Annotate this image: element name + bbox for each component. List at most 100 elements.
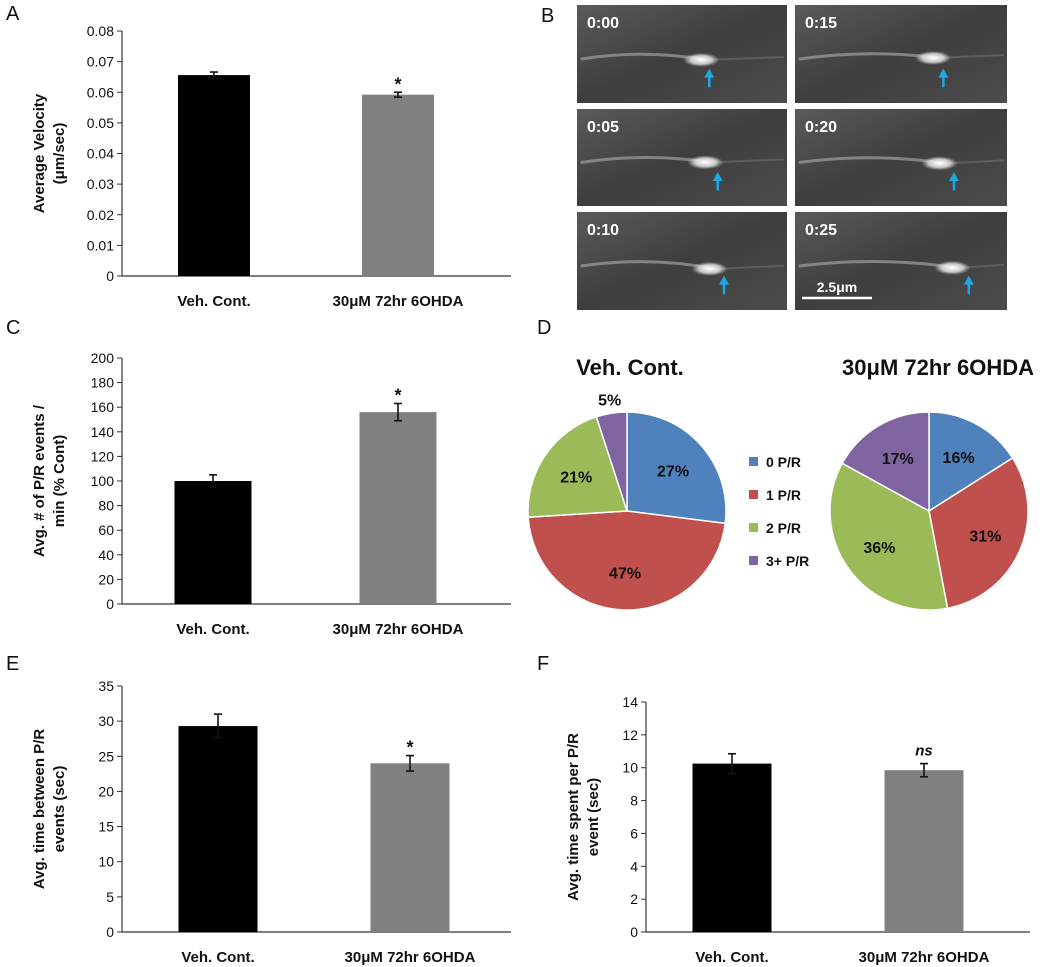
fluorescent-puncta — [683, 52, 720, 67]
scale-bar-label: 2.5μm — [817, 279, 857, 295]
pie-slice-label: 17% — [882, 451, 914, 468]
bar-chart-time-per-event: 0 2 4 6 8 10 12 14 Avg. time spent per P/R event … — [565, 694, 1030, 966]
bar — [884, 770, 964, 932]
pie-slice — [928, 411, 1014, 513]
y-axis-label: events (sec) — [51, 766, 68, 853]
y-tick-label: 40 — [98, 547, 114, 563]
legend-swatch — [749, 556, 758, 565]
legend-swatch — [749, 523, 758, 532]
pie-slice-label: 27% — [657, 463, 689, 480]
y-tick-label: 0 — [630, 924, 638, 940]
microscopy-panel: 0:00 0:15 0:05 0:20 0:10 0:25 2.5μm — [577, 5, 1007, 310]
time-label: 0:20 — [805, 119, 837, 136]
y-tick-label: 6 — [630, 825, 638, 841]
y-tick-label: 12 — [622, 727, 638, 743]
arrow-head — [949, 171, 959, 181]
pie-slice-label: 47% — [609, 565, 641, 582]
x-category-label: Veh. Cont. — [181, 949, 254, 966]
y-tick-label: 30 — [98, 713, 114, 729]
pie-slice — [527, 510, 727, 611]
pie-title: Veh. Cont. — [576, 355, 684, 380]
panel-label-c: C — [6, 317, 20, 339]
blue-arrow-icon — [963, 275, 974, 295]
y-tick-label: 0 — [106, 924, 114, 940]
pie-slice-label: 31% — [969, 528, 1001, 545]
x-category-label: 30μM 72hr 6OHDA — [859, 949, 990, 966]
legend-swatch — [749, 490, 758, 499]
microscopy-frame: 0:05 — [577, 109, 787, 206]
time-label: 0:10 — [587, 222, 619, 239]
legend-label: 2 P/R — [766, 520, 801, 536]
pie-slice — [626, 411, 727, 525]
bar-chart-pr-events-per-min: 0 20 40 60 80 100 120 140 160 180 200 Avg. # of P/R… — [31, 350, 511, 638]
bar — [178, 75, 250, 276]
y-axis-label: min (% Cont) — [51, 435, 68, 527]
scale-bar: 2.5μm — [802, 279, 872, 300]
frame-background — [577, 212, 787, 310]
fluorescent-puncta — [687, 155, 724, 170]
y-tick-label: 0.04 — [87, 146, 114, 162]
time-label: 0:25 — [805, 222, 837, 239]
microscopy-frame: 0:10 — [577, 212, 787, 310]
y-tick-label: 0.08 — [87, 23, 114, 39]
blue-arrow-icon — [712, 171, 723, 191]
bar — [692, 763, 772, 932]
significance-marker: * — [394, 386, 401, 406]
bar-chart-time-between-events: 0 5 10 15 20 25 30 35 Avg. time between P/R event… — [31, 678, 511, 966]
panel-label-d: D — [537, 317, 551, 339]
y-tick-label: 14 — [622, 694, 638, 710]
pie-slice — [841, 411, 930, 513]
bar — [174, 481, 252, 604]
y-axis-label: (μm/sec) — [51, 123, 68, 185]
microscopy-frame: 0:15 — [795, 5, 1007, 103]
microscopy-frame: 0:25 — [795, 212, 1007, 310]
blue-arrow-icon — [704, 68, 715, 88]
y-tick-label: 35 — [98, 678, 114, 694]
x-category-label: Veh. Cont. — [177, 293, 250, 310]
y-tick-label: 0.06 — [87, 84, 114, 100]
y-tick-label: 0.01 — [87, 237, 114, 253]
arrow-head — [704, 68, 715, 78]
y-tick-label: 0 — [106, 596, 114, 612]
legend-label: 1 P/R — [766, 487, 801, 503]
fluorescent-puncta — [934, 260, 971, 275]
pie-slice — [829, 462, 949, 611]
axon-strand — [707, 55, 785, 61]
bar — [370, 763, 450, 932]
arrow-head — [963, 275, 974, 285]
time-label: 0:00 — [587, 15, 619, 32]
y-tick-label: 0.03 — [87, 176, 114, 192]
y-tick-label: 20 — [98, 783, 114, 799]
y-tick-label: 120 — [91, 448, 115, 464]
y-tick-label: 10 — [98, 854, 114, 870]
bar — [178, 726, 258, 932]
arrow-head — [938, 68, 949, 78]
panel-label-a: A — [6, 3, 20, 25]
pie-slice-label: 36% — [863, 540, 895, 557]
x-category-label: 30μM 72hr 6OHDA — [333, 293, 464, 310]
y-tick-label: 200 — [91, 350, 115, 366]
y-tick-label: 8 — [630, 793, 638, 809]
pie-slice-label: 16% — [943, 450, 975, 467]
time-label: 0:05 — [587, 119, 619, 136]
y-tick-label: 0.07 — [87, 54, 114, 70]
y-tick-label: 20 — [98, 571, 114, 587]
y-tick-label: 0.02 — [87, 207, 114, 223]
microscopy-frame: 0:20 — [795, 109, 1007, 206]
y-tick-label: 4 — [630, 858, 638, 874]
pie-slice-label: 21% — [560, 469, 592, 486]
pie-slice — [928, 456, 1029, 610]
blue-arrow-icon — [938, 68, 949, 88]
microscopy-frame: 0:00 — [577, 5, 787, 103]
y-tick-label: 140 — [91, 424, 115, 440]
y-tick-label: 100 — [91, 473, 115, 489]
y-axis-label: Avg. time spent per P/R — [565, 733, 582, 901]
bar — [359, 412, 437, 604]
y-tick-label: 10 — [622, 760, 638, 776]
pie-slice — [595, 411, 628, 512]
legend-label: 3+ P/R — [766, 553, 809, 569]
y-axis-label: Avg. # of P/R events / — [31, 404, 48, 557]
fluorescent-puncta — [921, 156, 958, 171]
y-tick-label: 0 — [106, 268, 114, 284]
